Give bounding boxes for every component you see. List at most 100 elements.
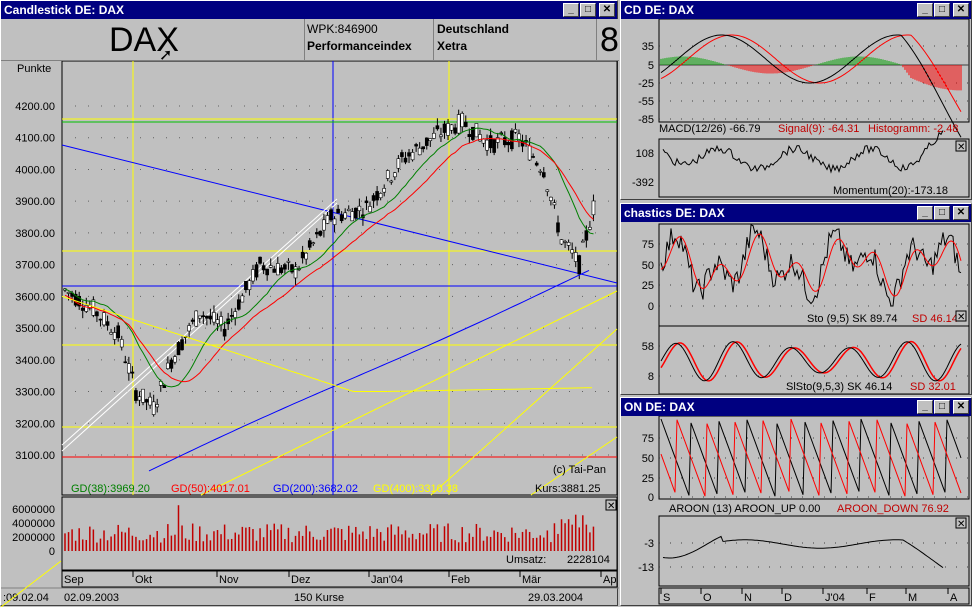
stoch-chart[interactable]: 75 50 25 0 Sto (9,5) SK 89.74 SD 46.14 ✕ 58 8 SlS…: [621, 222, 971, 394]
candle-body: [119, 339, 124, 348]
slsto-sd-label: SD 32.01: [910, 381, 956, 393]
candle-body: [506, 141, 511, 146]
candle-body: [102, 312, 106, 326]
aroon-month-axis: [658, 587, 970, 605]
candle-body: [73, 293, 78, 306]
candle-body: [396, 158, 401, 169]
candle-body: [414, 144, 418, 147]
aroon-titlebar[interactable]: ON DE: DAX _ □ ✕: [621, 398, 971, 416]
slsto-k-line: [660, 341, 962, 382]
candle-body: [517, 133, 521, 141]
candle-body: [222, 328, 227, 337]
maximize-button[interactable]: □: [934, 3, 950, 17]
candle-body: [208, 315, 213, 320]
stoch-titlebar[interactable]: chastics DE: DAX _ □ ✕: [621, 204, 971, 222]
y-tick-label: 3200.00: [15, 418, 55, 430]
minimize-button[interactable]: _: [563, 3, 579, 17]
macd-chart[interactable]: 35 5 -25 -55 -85 MACD(12/26) -66.79 Signal(9):…: [621, 19, 971, 199]
main-titlebar[interactable]: Candlestick DE: DAX _ □ ✕: [1, 1, 617, 19]
candle-body: [123, 361, 128, 364]
candle-body: [460, 113, 465, 128]
macd-signal-label: Signal(9): -64.31: [778, 123, 859, 135]
momentum-tick-label: 108: [636, 148, 654, 160]
umsatz-label: Umsatz:: [506, 554, 546, 566]
aroon-tick-label: 75: [642, 433, 654, 445]
candle-body: [566, 242, 571, 246]
candle-body: [531, 156, 535, 158]
yellow-trendline: [430, 328, 618, 496]
candle-body: [393, 172, 397, 178]
candle-body: [286, 260, 291, 263]
white-trendline: [61, 202, 338, 452]
momentum-tick-label: -392: [632, 177, 654, 189]
slsto-tick-label: 58: [642, 341, 654, 353]
aroon-chart[interactable]: 75 50 25 0 AROON (13) AROON_UP 0.00 AROON_DOW…: [621, 416, 971, 606]
candle-body: [233, 311, 238, 318]
candle-body: [432, 132, 436, 139]
close-button[interactable]: ✕: [599, 3, 615, 17]
momentum-close-box: [955, 140, 967, 152]
candle-body: [247, 280, 252, 290]
blue-trendline: [61, 144, 618, 284]
yellow-trendline: [1, 560, 62, 607]
symbol-header: DAX WPK:846900 Performanceindex Deutschl…: [1, 19, 619, 64]
maximize-button[interactable]: □: [580, 3, 596, 17]
y-tick-label: 3300.00: [15, 387, 55, 399]
momentum-label: Momentum(20):-173.18: [833, 185, 948, 197]
candle-body: [300, 251, 305, 259]
candle-body: [261, 265, 266, 271]
candle-body: [435, 125, 440, 130]
candle-body: [109, 332, 113, 335]
y-tick-label: 3400.00: [15, 355, 55, 367]
candle-body: [439, 134, 443, 137]
maximize-button[interactable]: □: [934, 400, 950, 414]
candle-body: [563, 241, 567, 243]
aroon-month-label: A: [950, 592, 958, 604]
candle-body: [265, 268, 269, 276]
volume-tick-label: 6000000: [12, 504, 55, 516]
candle-body: [421, 146, 426, 150]
minimize-button[interactable]: _: [917, 206, 933, 220]
macd-tick-label: 5: [648, 60, 654, 72]
index-type: Performanceindex: [307, 39, 412, 53]
candle-body: [453, 127, 457, 134]
candle-body: [332, 218, 337, 225]
aroon-up-line: [660, 418, 962, 497]
candle-body: [385, 170, 390, 179]
candle-body: [485, 139, 489, 151]
close-button[interactable]: ✕: [953, 3, 969, 17]
candle-body: [105, 321, 110, 326]
candle-body: [215, 319, 220, 324]
candle-body: [495, 137, 500, 143]
candle-body: [112, 332, 117, 340]
coppock-plot-area: [658, 515, 970, 587]
close-button[interactable]: ✕: [953, 400, 969, 414]
y-tick-label: 4200.00: [15, 101, 55, 113]
candle-body: [272, 268, 277, 273]
aroon-down-line: [660, 418, 962, 497]
cut-number: 8: [600, 21, 619, 59]
price-chart[interactable]: 4200.00 4100.00 4000.00 3900.00 3800.00 3700.…: [1, 61, 619, 607]
candle-body: [456, 114, 461, 134]
minimize-button[interactable]: _: [917, 3, 933, 17]
umsatz-value: 2228104: [567, 554, 610, 566]
aroon-month-label: J'04: [825, 592, 845, 604]
ma-38-line: [64, 127, 594, 388]
macd-titlebar[interactable]: CD DE: DAX _ □ ✕: [621, 1, 971, 19]
candle-body: [275, 263, 280, 276]
candle-body: [400, 152, 404, 157]
minimize-button[interactable]: _: [917, 400, 933, 414]
maximize-button[interactable]: □: [934, 206, 950, 220]
macd-tick-label: 35: [642, 41, 654, 53]
candle-body: [169, 359, 174, 369]
candle-body: [502, 137, 507, 146]
close-button[interactable]: ✕: [953, 206, 969, 220]
candle-body: [283, 264, 287, 270]
candle-body: [240, 295, 245, 303]
y-tick-label: 3100.00: [15, 450, 55, 462]
candle-body: [180, 339, 184, 351]
candle-body: [151, 401, 156, 415]
candle-body: [293, 266, 298, 279]
candle-body: [254, 264, 259, 278]
y-tick-label: 3500.00: [15, 323, 55, 335]
